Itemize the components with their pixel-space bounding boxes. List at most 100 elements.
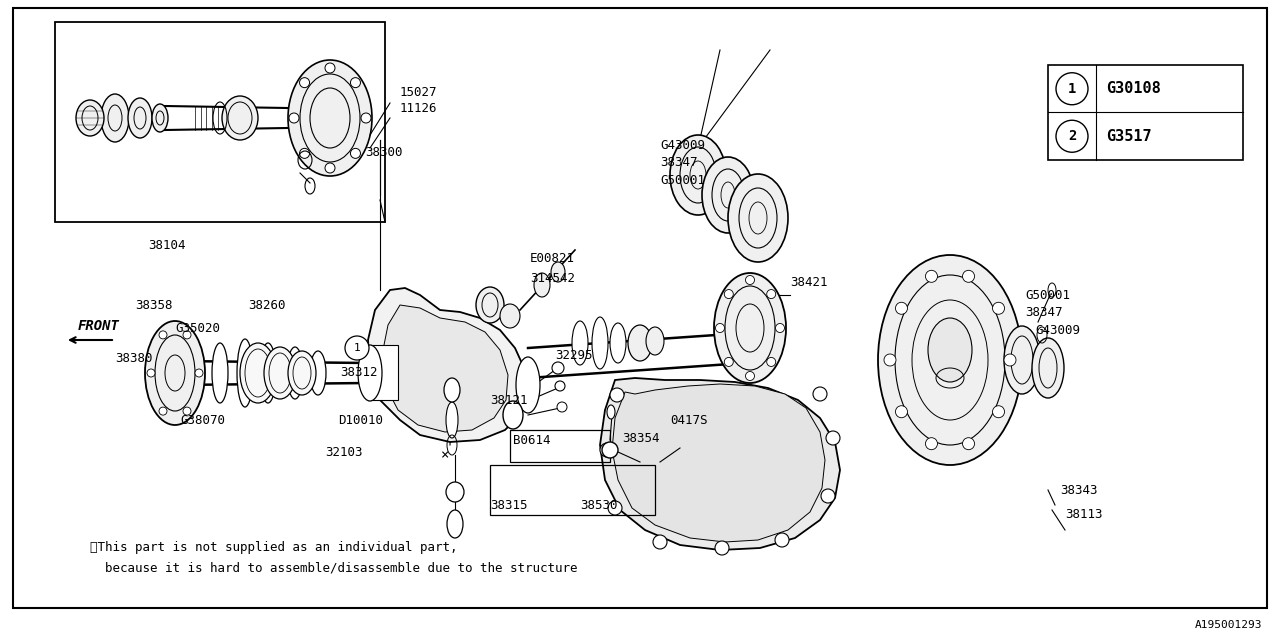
Circle shape [716, 323, 724, 333]
Circle shape [300, 148, 310, 158]
Ellipse shape [287, 347, 303, 399]
Ellipse shape [447, 510, 463, 538]
Bar [509, 430, 611, 462]
Ellipse shape [241, 343, 276, 403]
Text: 38421: 38421 [790, 275, 827, 289]
Ellipse shape [669, 135, 726, 215]
Ellipse shape [152, 104, 168, 132]
Polygon shape [381, 305, 508, 432]
Circle shape [724, 289, 733, 298]
Ellipse shape [237, 339, 253, 407]
Circle shape [346, 336, 369, 360]
Circle shape [361, 113, 371, 123]
Ellipse shape [310, 351, 326, 395]
Text: 15027: 15027 [399, 86, 438, 99]
Ellipse shape [556, 381, 564, 391]
Ellipse shape [260, 343, 276, 403]
Circle shape [925, 270, 937, 282]
Text: G35020: G35020 [175, 321, 220, 335]
Polygon shape [369, 288, 529, 442]
Circle shape [963, 270, 974, 282]
Circle shape [992, 406, 1005, 418]
Ellipse shape [728, 174, 788, 262]
Circle shape [745, 371, 754, 381]
Circle shape [963, 438, 974, 450]
Circle shape [600, 443, 614, 457]
Circle shape [767, 289, 776, 298]
Text: B0614: B0614 [513, 433, 550, 447]
Circle shape [159, 331, 166, 339]
Circle shape [896, 302, 908, 314]
Ellipse shape [572, 321, 588, 365]
Ellipse shape [928, 318, 972, 382]
Ellipse shape [358, 345, 381, 401]
Ellipse shape [444, 378, 460, 402]
Ellipse shape [534, 273, 550, 297]
Text: 38358: 38358 [134, 298, 173, 312]
Ellipse shape [288, 60, 372, 176]
Text: G3517: G3517 [1106, 129, 1152, 144]
Ellipse shape [264, 347, 296, 399]
Ellipse shape [128, 98, 152, 138]
Text: 38104: 38104 [148, 239, 186, 252]
Text: 38380: 38380 [115, 351, 152, 365]
Ellipse shape [445, 482, 465, 502]
Ellipse shape [76, 100, 104, 136]
Circle shape [325, 163, 335, 173]
Circle shape [183, 407, 191, 415]
Text: 32103: 32103 [325, 445, 362, 458]
Circle shape [289, 113, 300, 123]
Circle shape [183, 331, 191, 339]
Circle shape [992, 302, 1005, 314]
Text: 38343: 38343 [1060, 483, 1097, 497]
Text: 38260: 38260 [248, 298, 285, 312]
Bar [369, 345, 398, 400]
Polygon shape [600, 378, 840, 550]
Text: A195001293: A195001293 [1194, 620, 1262, 630]
Polygon shape [612, 384, 826, 542]
Circle shape [325, 63, 335, 73]
Text: 38347: 38347 [660, 156, 698, 168]
Circle shape [826, 431, 840, 445]
Ellipse shape [503, 401, 524, 429]
Ellipse shape [500, 304, 520, 328]
Ellipse shape [101, 94, 129, 142]
Circle shape [602, 442, 618, 458]
Circle shape [716, 541, 730, 555]
Circle shape [195, 369, 204, 377]
Ellipse shape [445, 402, 458, 438]
Text: 38312: 38312 [340, 365, 378, 378]
Text: because it is hard to assemble/disassemble due to the structure: because it is hard to assemble/disassemb… [90, 561, 577, 575]
Ellipse shape [221, 96, 259, 140]
Text: D10010: D10010 [338, 413, 383, 426]
Ellipse shape [714, 273, 786, 383]
Circle shape [1004, 354, 1016, 366]
Text: 314542: 314542 [530, 271, 575, 285]
Text: G50001: G50001 [1025, 289, 1070, 301]
Ellipse shape [476, 287, 504, 323]
Circle shape [1056, 120, 1088, 152]
Text: 38113: 38113 [1065, 509, 1102, 522]
Circle shape [351, 77, 361, 88]
Circle shape [896, 406, 908, 418]
Circle shape [724, 358, 733, 367]
Ellipse shape [145, 321, 205, 425]
Ellipse shape [550, 262, 564, 282]
Circle shape [767, 358, 776, 367]
Circle shape [351, 148, 361, 158]
Text: 38354: 38354 [622, 431, 659, 445]
Text: ×: × [440, 448, 449, 462]
Circle shape [813, 387, 827, 401]
Ellipse shape [1032, 338, 1064, 398]
Ellipse shape [607, 405, 614, 419]
Text: 38530: 38530 [580, 499, 617, 511]
Bar [1048, 65, 1243, 160]
Circle shape [820, 489, 835, 503]
Circle shape [608, 501, 622, 515]
Circle shape [147, 369, 155, 377]
Bar [55, 22, 385, 222]
Circle shape [300, 77, 310, 88]
Ellipse shape [212, 343, 228, 403]
Text: G43009: G43009 [660, 138, 705, 152]
Circle shape [884, 354, 896, 366]
